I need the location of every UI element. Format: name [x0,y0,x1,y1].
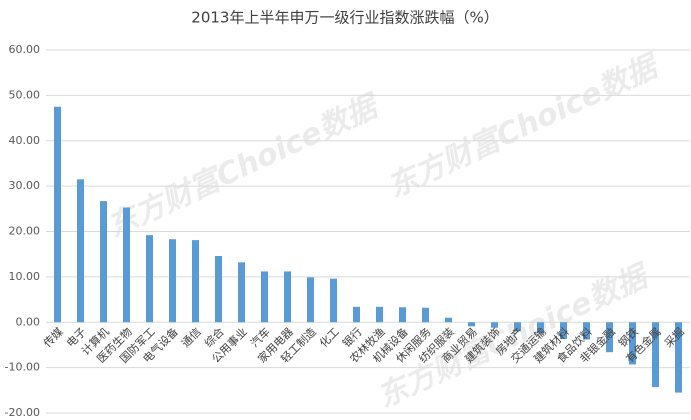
bar [353,306,360,323]
bar [399,307,406,323]
y-tick-label: 20.00 [9,225,41,238]
bar [652,322,659,388]
bar [606,322,613,353]
x-tick-label: 传媒 [41,325,66,350]
bar [376,306,383,323]
bar [675,322,682,393]
bar [422,307,429,323]
y-tick-label: -20.00 [5,406,40,419]
bar [537,322,544,334]
bar [123,207,130,323]
watermark: 东方财富Choice数据 [382,48,666,205]
x-tick-label: 通信 [179,325,204,350]
y-tick-label: 40.00 [9,134,41,147]
bar [77,179,84,323]
watermark: 东方财富Choice数据 [102,88,386,245]
bar [192,240,199,323]
x-tick-label: 采掘 [661,325,686,350]
bar [100,201,107,323]
bar [307,277,314,323]
bar [284,271,291,323]
bar [330,278,337,323]
bar [491,322,498,328]
bar [261,271,268,323]
bar [560,322,567,340]
y-tick-label: 10.00 [9,270,41,283]
bar [445,317,452,323]
bar [169,239,176,323]
bar [238,262,245,323]
y-tick-label: 30.00 [9,179,41,192]
bar [146,235,153,323]
x-tick-label: 化工 [316,325,341,350]
bar [54,106,61,323]
chart-title: 2013年上半年申万一级行业指数涨跌幅（%） [191,9,498,27]
bar [468,322,475,327]
bar [215,256,222,323]
y-tick-label: 60.00 [9,43,41,56]
bar [629,322,636,365]
y-tick-label: -10.00 [5,361,40,374]
y-tick-label: 0.00 [16,315,41,328]
bar [514,322,521,332]
y-tick-label: 50.00 [9,88,41,101]
bar [583,322,590,340]
